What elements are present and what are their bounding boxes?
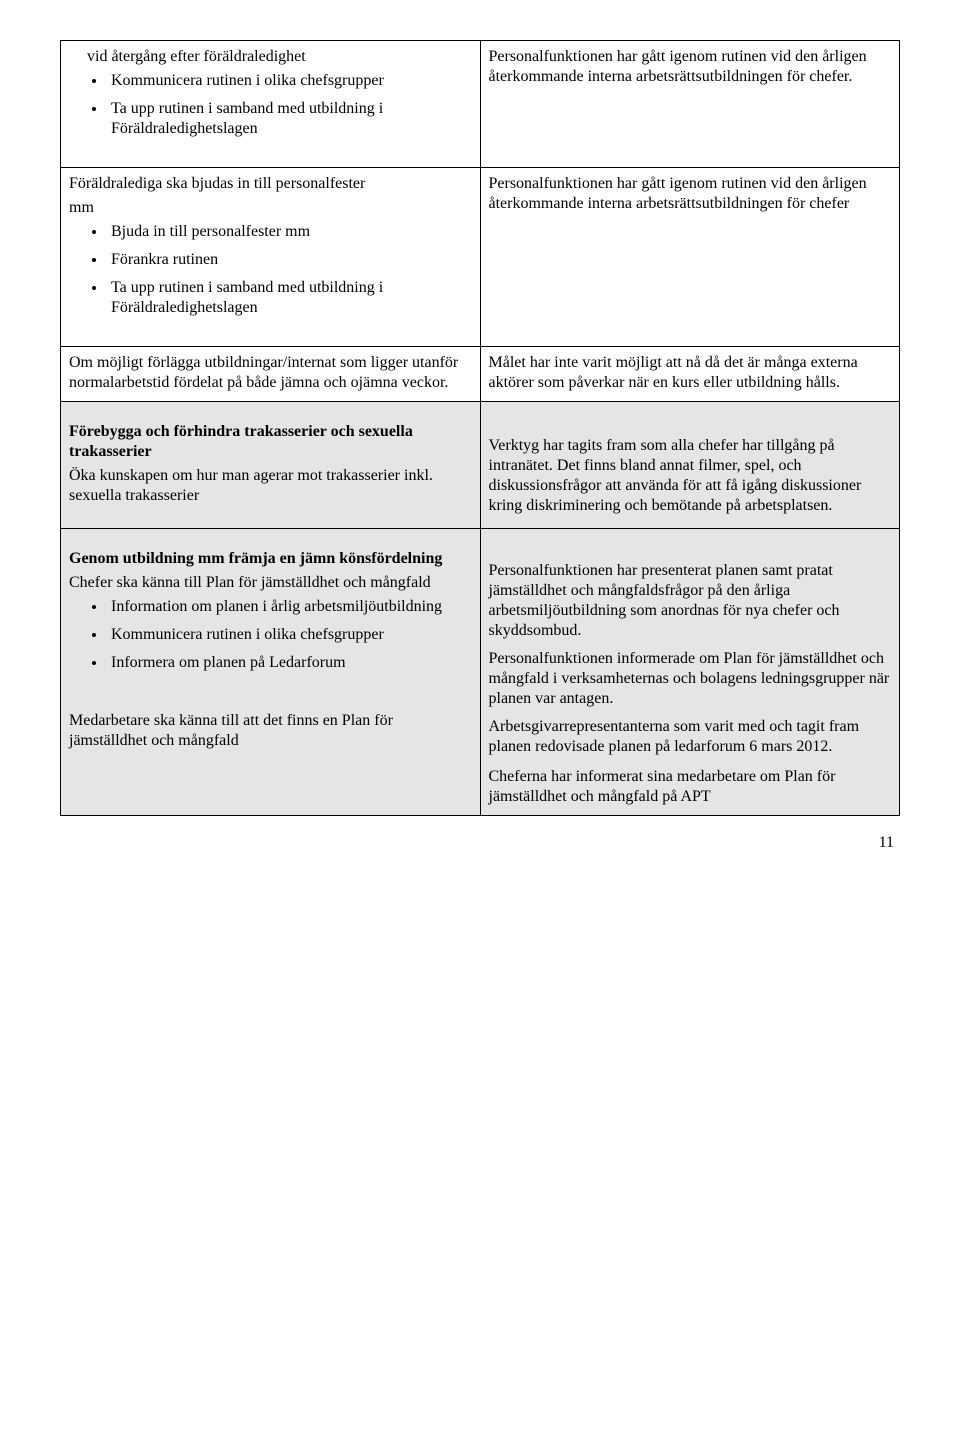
table-row: Om möjligt förlägga utbildningar/interna… xyxy=(61,347,900,402)
body-text: Om möjligt förlägga utbildningar/interna… xyxy=(69,351,472,395)
cell-left: vid återgång efter föräldraledighet Komm… xyxy=(61,41,481,168)
section-heading: Genom utbildning mm främja en jämn könsf… xyxy=(69,547,472,571)
body-text: mm xyxy=(69,196,472,220)
body-text: Personalfunktionen informerade om Plan f… xyxy=(489,649,892,709)
table-row: Förebygga och förhindra trakasserier och… xyxy=(61,402,900,529)
bullet-list: Information om planen i årlig arbetsmilj… xyxy=(69,597,472,617)
body-text: Personalfunktionen har gått igenom rutin… xyxy=(489,172,892,216)
section-heading: Förebygga och förhindra trakasserier och… xyxy=(69,420,472,464)
bullet-list: Bjuda in till personalfester mm xyxy=(69,222,472,242)
body-text: vid återgång efter föräldraledighet xyxy=(87,45,472,69)
body-text: Personalfunktionen har presenterat plane… xyxy=(489,561,892,641)
cell-right: Målet har inte varit möjligt att nå då d… xyxy=(480,347,900,402)
bullet-list: Ta upp rutinen i samband med utbildning … xyxy=(69,278,472,318)
table-row: Föräldralediga ska bjudas in till person… xyxy=(61,168,900,347)
bullet-list: Ta upp rutinen i samband med utbildning … xyxy=(69,99,472,139)
page-number: 11 xyxy=(60,834,900,852)
list-item: Informera om planen på Ledarforum xyxy=(107,653,472,673)
body-text: Personalfunktionen har gått igenom rutin… xyxy=(489,45,892,89)
cell-right: Verktyg har tagits fram som alla chefer … xyxy=(480,402,900,529)
body-text: Verktyg har tagits fram som alla chefer … xyxy=(489,434,892,518)
body-text: Chefer ska känna till Plan för jämställd… xyxy=(69,571,472,595)
body-text: Föräldralediga ska bjudas in till person… xyxy=(69,172,472,196)
cell-right: Personalfunktionen har presenterat plane… xyxy=(480,529,900,816)
body-text: Arbetsgivarrepresentanterna som varit me… xyxy=(489,717,892,757)
document-table: vid återgång efter föräldraledighet Komm… xyxy=(60,40,900,816)
bullet-list: Kommunicera rutinen i olika chefsgrupper xyxy=(69,71,472,91)
bullet-list: Förankra rutinen xyxy=(69,250,472,270)
list-item: Information om planen i årlig arbetsmilj… xyxy=(107,597,472,617)
cell-left: Om möjligt förlägga utbildningar/interna… xyxy=(61,347,481,402)
cell-left: Genom utbildning mm främja en jämn könsf… xyxy=(61,529,481,816)
list-item: Förankra rutinen xyxy=(107,250,472,270)
cell-right: Personalfunktionen har gått igenom rutin… xyxy=(480,168,900,347)
list-item: Ta upp rutinen i samband med utbildning … xyxy=(107,99,472,139)
list-item: Bjuda in till personalfester mm xyxy=(107,222,472,242)
list-item: Kommunicera rutinen i olika chefsgrupper xyxy=(107,625,472,645)
bullet-list: Kommunicera rutinen i olika chefsgrupper xyxy=(69,625,472,645)
cell-left: Föräldralediga ska bjudas in till person… xyxy=(61,168,481,347)
list-item: Kommunicera rutinen i olika chefsgrupper xyxy=(107,71,472,91)
table-row: vid återgång efter föräldraledighet Komm… xyxy=(61,41,900,168)
cell-right: Personalfunktionen har gått igenom rutin… xyxy=(480,41,900,168)
cell-left: Förebygga och förhindra trakasserier och… xyxy=(61,402,481,529)
list-item: Ta upp rutinen i samband med utbildning … xyxy=(107,278,472,318)
body-text: Målet har inte varit möjligt att nå då d… xyxy=(489,351,892,395)
body-text: Cheferna har informerat sina medarbetare… xyxy=(489,765,892,809)
table-row: Genom utbildning mm främja en jämn könsf… xyxy=(61,529,900,816)
body-text: Öka kunskapen om hur man agerar mot trak… xyxy=(69,464,472,508)
body-text: Medarbetare ska känna till att det finns… xyxy=(69,709,472,753)
bullet-list: Informera om planen på Ledarforum xyxy=(69,653,472,673)
